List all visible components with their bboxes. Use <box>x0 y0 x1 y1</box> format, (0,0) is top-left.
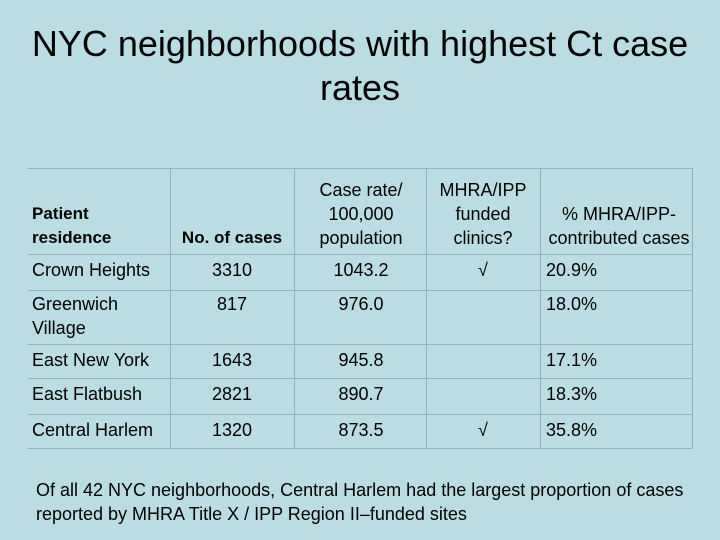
cell-cases: 817 <box>216 294 248 314</box>
column-divider <box>692 168 693 448</box>
row-divider <box>28 378 692 379</box>
header-patient-residence: Patient residence <box>32 204 112 247</box>
checkmark-icon: √ <box>478 260 488 280</box>
column-divider <box>426 168 427 448</box>
cell-rate: 945.8 <box>338 350 384 370</box>
footnote: Of all 42 NYC neighborhoods, Central Har… <box>36 480 684 524</box>
cell-cases: 3310 <box>211 260 253 280</box>
row-divider <box>28 414 692 415</box>
table-row: Crown Heights 3310 1043.2 √ 20.9% <box>28 254 692 290</box>
row-divider <box>28 168 692 169</box>
cell-residence: East New York <box>32 350 150 370</box>
row-divider <box>28 344 692 345</box>
table-row: East New York 1643 945.8 17.1% <box>28 344 692 378</box>
slide-title: NYC neighborhoods with highest Ct case r… <box>31 23 689 108</box>
cell-residence: Crown Heights <box>32 260 151 280</box>
case-rate-table: Patient residence No. of cases Case rate… <box>28 168 693 449</box>
cell-percent: 18.0% <box>546 294 598 314</box>
header-no-of-cases: No. of cases <box>181 228 283 247</box>
cell-percent: 20.9% <box>546 260 598 280</box>
cell-percent: 17.1% <box>546 350 598 370</box>
row-divider <box>28 254 692 255</box>
cell-residence: East Flatbush <box>32 384 143 404</box>
cell-percent: 18.3% <box>546 384 598 404</box>
header-funded-clinics: MHRA/IPP funded clinics? <box>439 180 527 248</box>
cell-cases: 2821 <box>211 384 253 404</box>
table-row: Greenwich Village 817 976.0 18.0% <box>28 290 692 344</box>
cell-residence: Central Harlem <box>32 420 154 440</box>
cell-cases: 1643 <box>211 350 253 370</box>
header-case-rate: Case rate/ 100,000 population <box>319 180 403 248</box>
cell-percent: 35.8% <box>546 420 598 440</box>
checkmark-icon: √ <box>478 420 488 440</box>
cell-cases: 1320 <box>211 420 253 440</box>
cell-rate: 890.7 <box>338 384 384 404</box>
table-header-row: Patient residence No. of cases Case rate… <box>28 168 692 254</box>
row-divider <box>28 290 692 291</box>
column-divider <box>294 168 295 448</box>
column-divider <box>170 168 171 448</box>
table-row: Central Harlem 1320 873.5 √ 35.8% <box>28 414 692 448</box>
column-divider <box>540 168 541 448</box>
cell-rate: 1043.2 <box>333 260 389 280</box>
cell-rate: 873.5 <box>338 420 384 440</box>
header-contributed-cases: % MHRA/IPP-contributed cases <box>548 204 690 248</box>
row-divider <box>28 448 692 449</box>
table-row: East Flatbush 2821 890.7 18.3% <box>28 378 692 414</box>
cell-residence: Greenwich Village <box>32 294 119 338</box>
cell-rate: 976.0 <box>338 294 384 314</box>
